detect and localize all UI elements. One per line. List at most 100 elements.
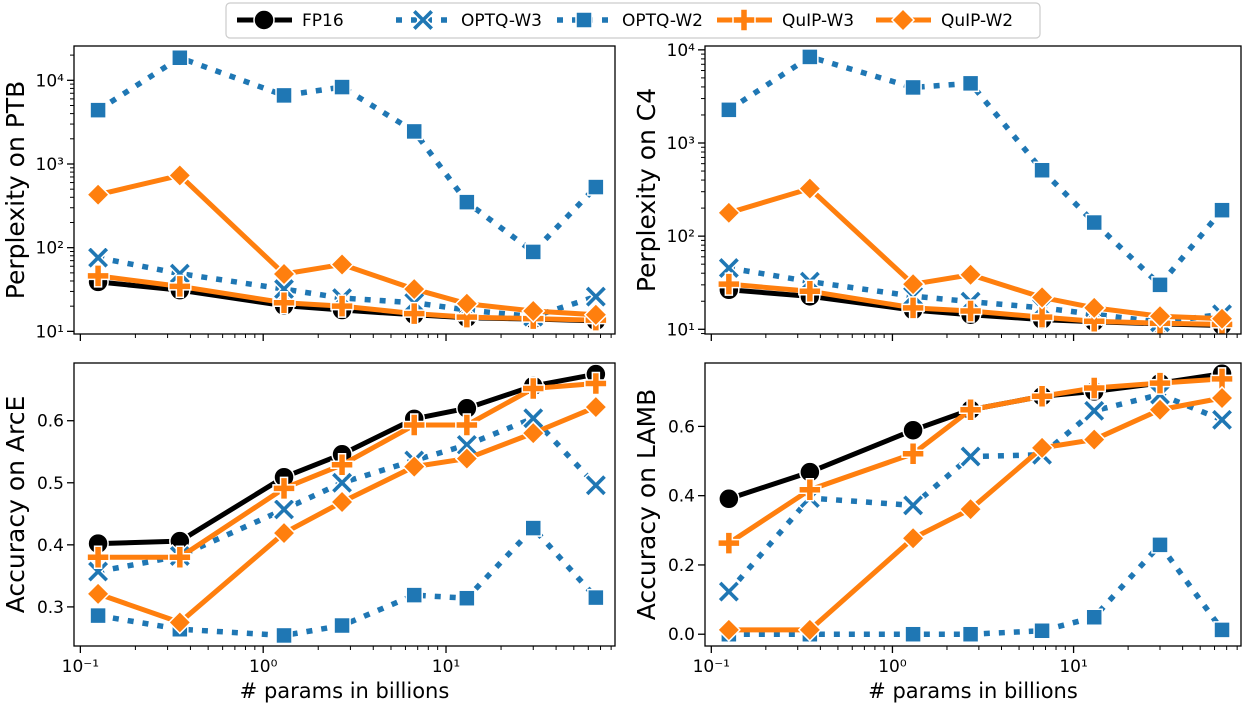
data-point-plus <box>168 545 192 570</box>
data-point-square <box>405 586 423 604</box>
series-line <box>97 404 597 625</box>
data-point-x <box>271 497 297 522</box>
data-point-x <box>583 473 608 498</box>
data-point-plus <box>584 371 608 396</box>
data-point-square <box>1213 201 1231 219</box>
data-point-diamond <box>1030 285 1055 310</box>
data-point-plus <box>717 531 741 555</box>
data-point-diamond <box>797 176 822 201</box>
y-axis-label: Accuracy on LAMB <box>632 389 661 621</box>
y-tick-label: 10⁴ <box>667 41 696 61</box>
data-point-diamond <box>454 446 479 471</box>
data-point-square <box>1213 621 1231 639</box>
data-point-diamond <box>329 489 355 515</box>
legend-marker-circle <box>253 9 275 31</box>
legend-entry-fp16: FP16 <box>237 9 344 31</box>
x-tick-label: 10¹ <box>1059 657 1087 677</box>
series-optq-w2 <box>89 519 605 645</box>
subplot-bottom-left: 10⁻¹ 10⁰ 10¹ 0.3 0.4 0.5 0.6 Accuracy on ArcE # … <box>1 362 616 703</box>
data-point-circle <box>902 419 924 441</box>
data-point-square <box>1033 622 1051 640</box>
axes-frame <box>73 45 616 335</box>
y-tick-label: 10² <box>667 227 695 247</box>
y-tick-label: 10³ <box>36 155 64 175</box>
x-tick-label: 10⁰ <box>878 657 907 677</box>
data-point-plus <box>272 290 296 315</box>
y-tick-label: 0.4 <box>37 536 64 556</box>
y-tick-label: 10³ <box>667 134 695 154</box>
legend-marker-diamond <box>890 7 916 33</box>
series-line <box>728 542 1225 637</box>
data-point-square <box>524 243 542 261</box>
legend-label: QuIP-W2 <box>941 11 1013 31</box>
data-point-plus <box>901 296 925 320</box>
axes-frame <box>73 362 616 647</box>
y-tick-label: 10¹ <box>36 322 64 342</box>
x-tick-label: 10⁻¹ <box>62 657 99 677</box>
series-optq-w2 <box>720 48 1231 294</box>
data-point-square <box>275 626 293 645</box>
series-line <box>728 186 1223 322</box>
legend-marker-x <box>410 7 436 33</box>
legend-entry-quip-w2: QuIP-W2 <box>876 7 1013 33</box>
data-point-plus <box>1030 384 1054 409</box>
data-point-diamond <box>271 261 297 287</box>
legend-entry-optq-w3: OPTQ-W3 <box>396 7 542 33</box>
data-point-diamond <box>402 277 427 302</box>
data-point-plus <box>330 294 354 318</box>
data-point-plus <box>402 301 426 326</box>
y-tick-label: 10² <box>36 239 64 259</box>
data-point-diamond <box>1209 306 1235 331</box>
y-tick-label: 0.3 <box>37 598 64 618</box>
y-tick-label: 10⁴ <box>36 71 65 91</box>
legend-label: OPTQ-W3 <box>461 11 542 31</box>
x-tick-label: 10⁻¹ <box>693 657 730 677</box>
series-quip-w2 <box>86 395 608 635</box>
data-point-square <box>720 101 738 119</box>
data-point-diamond <box>454 291 479 316</box>
data-point-diamond <box>797 617 822 642</box>
x-axis-label: # params in billions <box>240 679 450 703</box>
data-point-diamond <box>901 526 926 551</box>
y-tick-label: 0.2 <box>668 556 695 576</box>
data-point-diamond <box>716 617 741 642</box>
subplot-top-right: 10¹ 10² 10³ 10⁴ Perplexity on C4 <box>632 41 1242 341</box>
legend-marker-square <box>575 11 593 29</box>
data-point-plus <box>455 413 479 437</box>
axes-frame <box>704 362 1242 647</box>
data-point-diamond <box>1082 295 1107 320</box>
series-quip-w3 <box>717 367 1234 555</box>
legend-label: OPTQ-W2 <box>622 11 703 31</box>
data-point-square <box>904 78 922 97</box>
data-point-square <box>1151 536 1169 554</box>
legend-entry-quip-w3: QuIP-W3 <box>717 8 854 32</box>
data-point-plus <box>798 478 822 502</box>
data-point-plus <box>717 272 741 296</box>
data-point-plus <box>330 453 354 477</box>
y-tick-label: 0.6 <box>37 412 64 432</box>
legend-label: FP16 <box>302 11 344 31</box>
y-axis-label: Perplexity on PTB <box>1 81 30 299</box>
data-point-diamond <box>167 610 192 635</box>
data-point-diamond <box>716 200 741 225</box>
data-point-square <box>458 589 476 607</box>
subplot-top-left: 10¹ 10² 10³ 10⁴ Perplexity on PTB <box>1 45 616 342</box>
data-point-diamond <box>521 421 546 446</box>
data-point-x <box>167 261 192 286</box>
series-quip-w2 <box>716 176 1235 331</box>
data-point-square <box>1085 608 1103 626</box>
y-axis-label: Accuracy on ArcE <box>1 396 30 614</box>
data-point-x <box>329 470 355 495</box>
data-point-diamond <box>1082 427 1107 452</box>
data-point-square <box>333 78 351 96</box>
data-point-x <box>583 284 608 309</box>
data-point-square <box>1151 276 1169 294</box>
series-line <box>728 395 1223 633</box>
data-point-square <box>89 606 107 625</box>
data-point-diamond <box>958 262 983 287</box>
series-line <box>97 415 598 575</box>
y-tick-label: 10¹ <box>667 320 695 340</box>
y-tick-label: 0.6 <box>668 417 695 437</box>
data-point-plus <box>86 545 110 570</box>
data-point-circle <box>718 488 740 510</box>
